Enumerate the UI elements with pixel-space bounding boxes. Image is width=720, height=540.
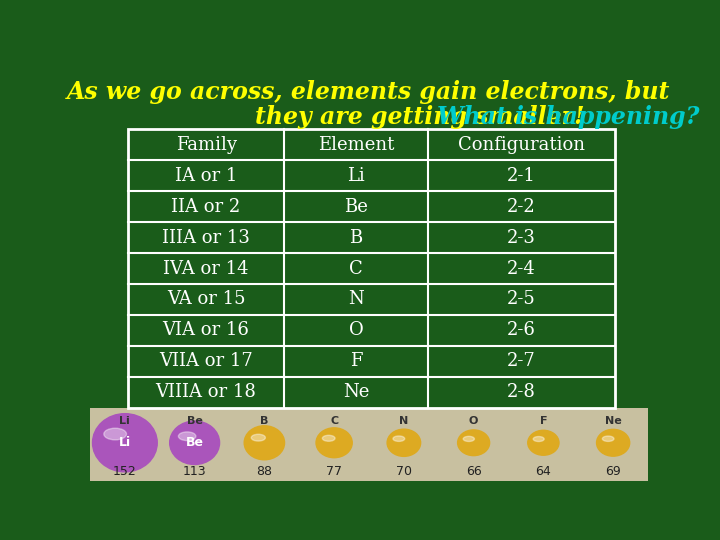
Text: 2-3: 2-3 [507, 228, 536, 247]
Text: 64: 64 [536, 465, 552, 478]
Text: Configuration: Configuration [457, 136, 585, 154]
Text: VA or 15: VA or 15 [167, 291, 246, 308]
Ellipse shape [463, 436, 474, 442]
Text: 2-8: 2-8 [507, 383, 536, 401]
Text: IIIA or 13: IIIA or 13 [162, 228, 250, 247]
Ellipse shape [244, 426, 284, 460]
Ellipse shape [170, 421, 220, 464]
Text: 2-1: 2-1 [507, 167, 536, 185]
Ellipse shape [323, 435, 335, 441]
Ellipse shape [387, 429, 420, 456]
Text: Li: Li [120, 416, 130, 426]
Text: Be: Be [344, 198, 368, 215]
Text: B: B [349, 228, 362, 247]
Text: Li: Li [119, 436, 131, 449]
Text: they are getting smaller!: they are getting smaller! [255, 105, 593, 129]
Text: C: C [349, 260, 363, 278]
Text: 2-4: 2-4 [507, 260, 536, 278]
Text: What is happening?: What is happening? [437, 105, 700, 129]
Text: VIA or 16: VIA or 16 [163, 321, 250, 340]
Text: IA or 1: IA or 1 [175, 167, 238, 185]
Ellipse shape [92, 414, 157, 472]
Text: 2-2: 2-2 [507, 198, 536, 215]
Text: 2-6: 2-6 [507, 321, 536, 340]
Text: N: N [348, 291, 364, 308]
Text: 2-5: 2-5 [507, 291, 536, 308]
Text: Be: Be [186, 436, 204, 449]
Text: C: C [330, 416, 338, 426]
Text: IIA or 2: IIA or 2 [171, 198, 240, 215]
Text: Element: Element [318, 136, 394, 154]
Ellipse shape [534, 436, 544, 442]
Text: Family: Family [176, 136, 237, 154]
Ellipse shape [393, 436, 405, 441]
Ellipse shape [458, 430, 490, 456]
Text: Ne: Ne [605, 416, 621, 426]
Text: 113: 113 [183, 465, 207, 478]
Text: 152: 152 [113, 465, 137, 478]
Ellipse shape [597, 429, 630, 456]
Text: VIIA or 17: VIIA or 17 [159, 353, 253, 370]
Text: O: O [348, 321, 364, 340]
Text: 66: 66 [466, 465, 482, 478]
Ellipse shape [528, 430, 559, 455]
Ellipse shape [104, 428, 127, 440]
Ellipse shape [251, 434, 266, 441]
Text: 69: 69 [606, 465, 621, 478]
Text: 70: 70 [396, 465, 412, 478]
Text: As we go across, elements gain electrons, but: As we go across, elements gain electrons… [67, 80, 671, 104]
Text: they are getting smaller! What is happening?: they are getting smaller! What is happen… [69, 105, 669, 129]
Text: 77: 77 [326, 465, 342, 478]
Text: Be: Be [186, 416, 202, 426]
Text: B: B [260, 416, 269, 426]
Bar [128, 129, 614, 408]
Text: 88: 88 [256, 465, 272, 478]
Bar [90, 408, 648, 481]
Ellipse shape [603, 436, 614, 441]
Ellipse shape [179, 432, 196, 441]
Text: VIIIA or 18: VIIIA or 18 [156, 383, 256, 401]
Text: IVA or 14: IVA or 14 [163, 260, 249, 278]
Text: F: F [539, 416, 547, 426]
Ellipse shape [316, 428, 352, 458]
Text: 2-7: 2-7 [507, 353, 536, 370]
Text: Ne: Ne [343, 383, 369, 401]
Text: O: O [469, 416, 478, 426]
Text: F: F [350, 353, 362, 370]
Text: N: N [400, 416, 408, 426]
Text: Li: Li [347, 167, 365, 185]
